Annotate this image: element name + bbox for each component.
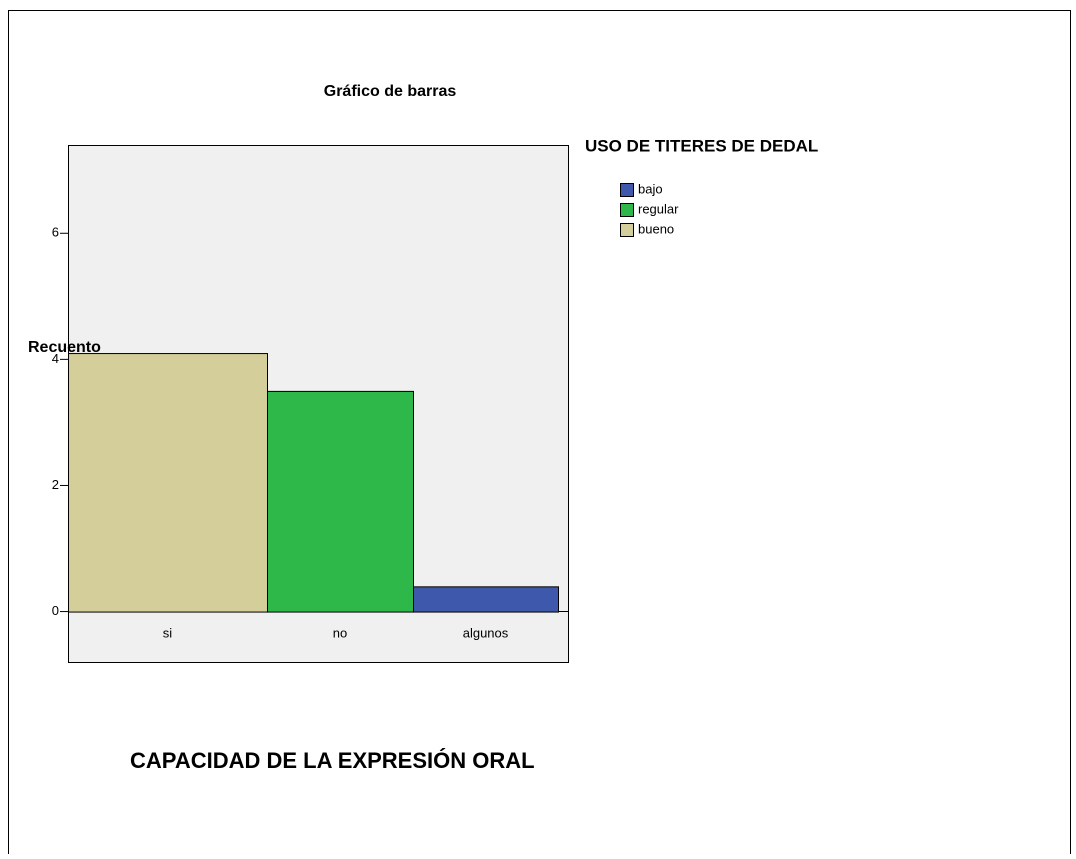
legend-swatch xyxy=(620,223,634,237)
bar xyxy=(267,390,414,613)
y-tick-label: 2 xyxy=(52,477,59,492)
legend-title: USO DE TITERES DE DEDAL xyxy=(585,136,818,155)
legend-label: bueno xyxy=(638,221,674,236)
y-axis-label: Recuento xyxy=(28,339,101,356)
legend-swatch xyxy=(620,203,634,217)
legend-label: regular xyxy=(638,201,679,216)
frame xyxy=(8,10,1071,859)
chart-title: Gráfico de barras xyxy=(324,83,457,100)
x-tick-label: no xyxy=(333,625,347,640)
legend-swatch xyxy=(620,183,634,197)
y-tick-label: 0 xyxy=(52,603,59,618)
x-tick-label: algunos xyxy=(463,625,509,640)
bar xyxy=(68,353,268,613)
x-axis-label: CAPACIDAD DE LA EXPRESIÓN ORAL xyxy=(130,748,535,773)
bar xyxy=(413,586,559,613)
y-tick-label: 6 xyxy=(52,225,59,240)
x-tick-label: si xyxy=(163,625,173,640)
y-tick-label: 4 xyxy=(52,351,59,366)
legend-label: bajo xyxy=(638,181,663,196)
